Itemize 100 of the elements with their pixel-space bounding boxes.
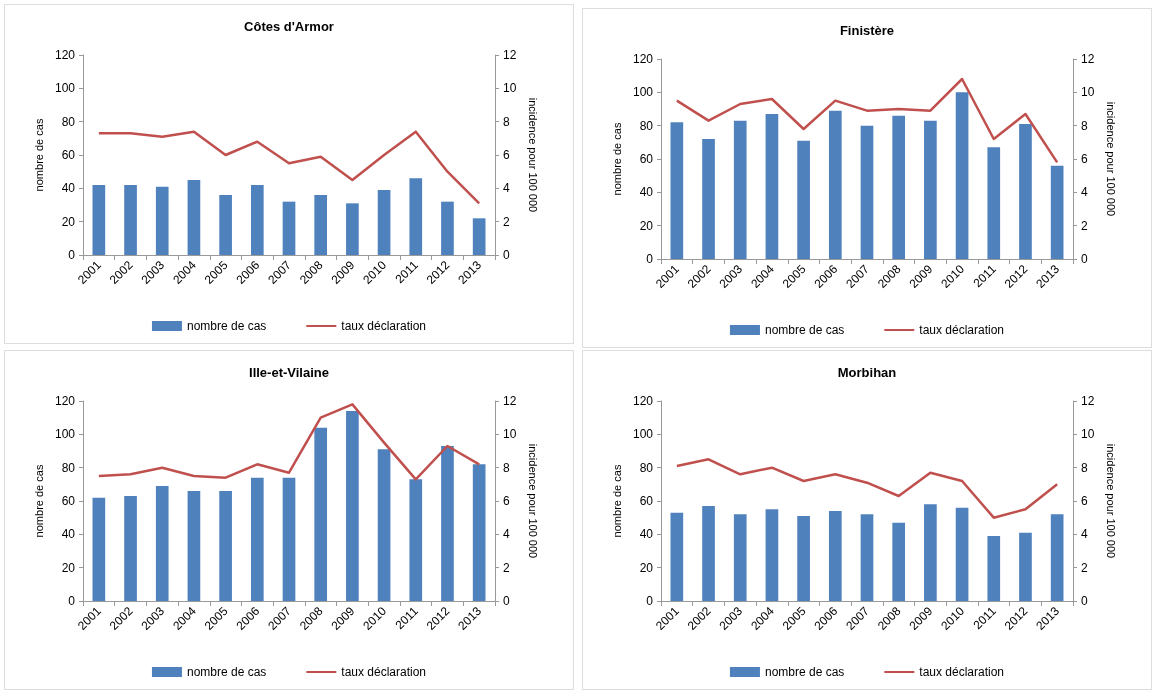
bar [1050,165,1064,259]
bar [124,496,137,601]
y-tick-label: 40 [639,527,654,542]
bar [860,125,874,259]
y-tick-label: 80 [61,114,76,129]
bar [1050,514,1064,601]
bar [955,92,969,259]
bar [250,477,264,601]
bar [409,178,423,255]
y-tick-label: 60 [639,494,654,508]
bar [702,506,715,601]
y2-tick-label: 6 [503,148,510,162]
y-tick-label: 120 [632,52,654,66]
bar [1019,124,1032,259]
y-tick-label: 40 [61,181,76,196]
bar [955,507,969,601]
y-tick-label: 20 [61,214,76,229]
bar [797,516,810,601]
bar [282,477,296,601]
legend-label: nombre de cas [186,665,267,679]
y-tick-label: 100 [54,427,76,442]
bar [472,464,486,601]
y2-tick-label: 4 [503,527,510,542]
y2-tick-label: 2 [1081,560,1088,575]
bar [377,190,391,255]
chart-title: Finistère [839,23,895,38]
y-tick-label: 80 [639,118,654,133]
y-tick-label: 80 [61,460,76,475]
bar [219,491,232,601]
bar [702,139,715,259]
y2-tick-label: 0 [1081,252,1088,266]
y-tick-label: 120 [54,48,76,62]
bar [409,479,423,601]
bar [250,185,264,255]
bar [377,449,391,601]
bar [828,110,842,259]
bar [92,185,106,255]
y-tick-label: 100 [632,427,654,442]
y2-tick-label: 6 [1081,152,1088,166]
legend-label: taux déclaration [341,319,427,333]
bar [187,491,201,601]
bar [797,140,810,259]
y2-tick-label: 4 [503,181,510,196]
y2-tick-label: 10 [503,81,517,96]
bar [346,411,359,601]
y-tick-label: 40 [61,527,76,542]
y2-axis-title: incidence pour 100 000 [526,97,539,213]
y-tick-label: 20 [639,560,654,575]
y-tick-label: 100 [632,85,654,100]
bar [828,511,842,601]
y2-tick-label: 4 [1081,185,1088,200]
legend-label: nombre de cas [764,665,845,679]
bar [860,514,874,601]
bar [472,218,486,255]
y2-tick-label: 8 [1081,118,1088,133]
bar [765,509,779,601]
y-tick-label: 120 [54,394,76,408]
bar [892,115,906,259]
y2-tick-label: 12 [1081,394,1095,408]
bar [124,185,137,255]
y2-tick-label: 2 [503,560,510,575]
bar [670,122,684,259]
legend-label: taux déclaration [919,323,1005,337]
bar [314,195,328,255]
y-tick-label: 100 [54,81,76,96]
bar [346,203,359,255]
y2-tick-label: 12 [503,394,517,408]
y2-tick-label: 4 [1081,527,1088,542]
y-tick-label: 60 [61,148,76,162]
legend-label: taux déclaration [919,665,1005,679]
bar [987,536,1001,601]
y-tick-label: 0 [646,594,654,608]
line-series [97,130,481,205]
bar [733,120,747,259]
line-series [675,458,1059,519]
y-axis-title: nombre de cas [32,464,45,538]
y-axis-title: nombre de cas [32,118,45,192]
y2-axis-title: incidence pour 100 000 [1104,443,1117,559]
y2-tick-label: 8 [503,460,510,475]
bar [892,522,906,601]
chart-title: Morbihan [837,365,897,380]
y-tick-label: 40 [639,185,654,200]
y2-axis-title: incidence pour 100 000 [1104,101,1117,217]
y2-tick-label: 8 [503,114,510,129]
bar [441,201,454,255]
y-axis-title: nombre de cas [610,464,623,538]
y-tick-label: 0 [68,594,76,608]
bar [187,180,201,255]
bar [282,201,296,255]
bar [441,446,454,601]
y-tick-label: 60 [61,494,76,508]
chart-title: Côtes d'Armor [244,19,334,34]
y2-tick-label: 10 [1081,85,1095,100]
bar [314,427,328,601]
legend-label: nombre de cas [186,319,267,333]
bar [924,504,937,601]
y2-tick-label: 6 [1081,494,1088,508]
bar [155,486,169,601]
bar [765,114,779,259]
legend-label: taux déclaration [341,665,427,679]
